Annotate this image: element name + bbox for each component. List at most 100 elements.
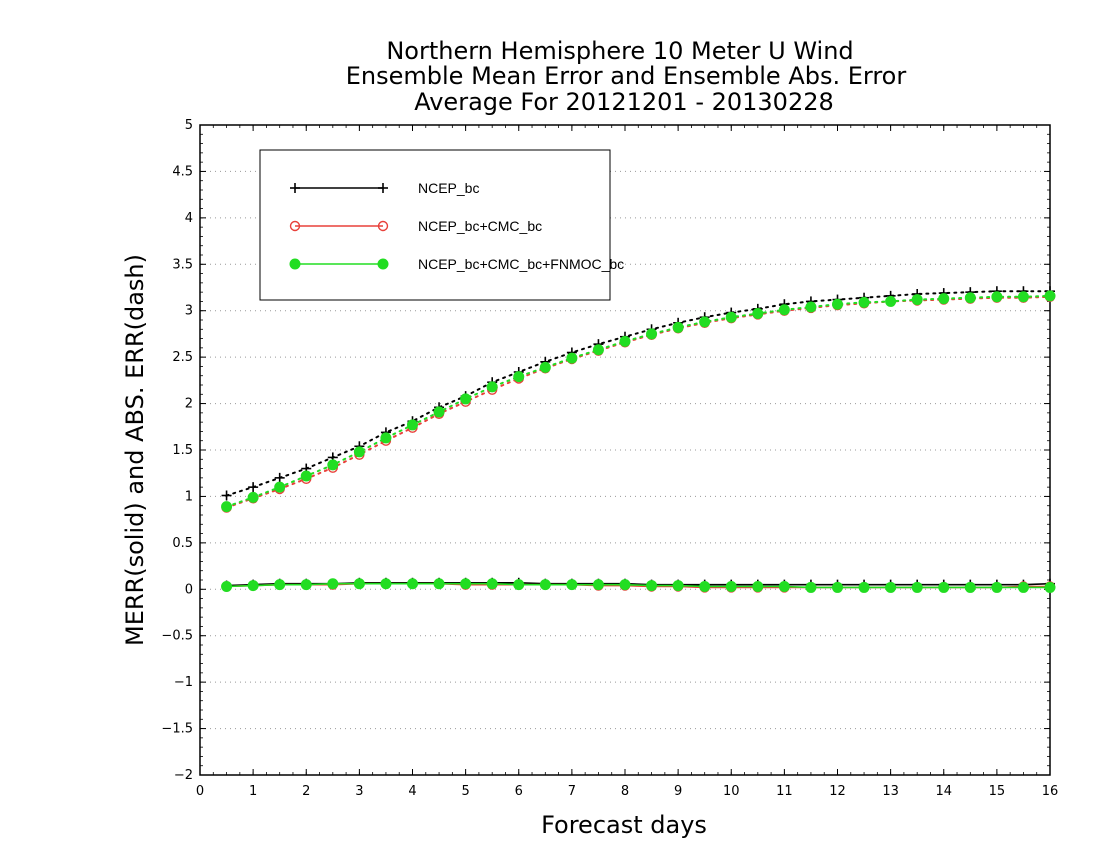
abs-err-point	[380, 432, 392, 444]
y-tick-label: 1	[185, 489, 193, 504]
merr-point	[938, 581, 950, 593]
abs-err-point	[752, 308, 764, 319]
abs-err-line	[225, 294, 1051, 508]
abs-err-point	[964, 292, 976, 304]
legend-marker	[289, 220, 301, 232]
abs-err-point	[885, 295, 897, 307]
y-tick-label: 3.5	[172, 257, 193, 272]
abs-err-point	[460, 393, 472, 405]
legend-label: NCEP_bc+CMC_bc+FNMOC_bc	[418, 256, 624, 272]
abs-err-point	[221, 501, 233, 513]
x-tick-label: 6	[515, 784, 523, 799]
x-tick-label: 2	[302, 784, 310, 799]
axis-ticks: −2−1.5−1−0.500.511.522.533.544.550 1 2 3 4 5 6…	[161, 118, 1058, 799]
merr-point	[911, 581, 923, 593]
merr-point	[858, 581, 870, 593]
merr-point	[407, 578, 418, 590]
merr-point	[619, 579, 631, 591]
abs-err-line	[225, 290, 1051, 497]
abs-err-line	[225, 295, 1051, 509]
x-tick-label: 8	[621, 784, 629, 799]
merr-point	[247, 580, 259, 592]
series-1	[221, 291, 1056, 593]
legend-label: NCEP_bc+CMC_bc	[418, 218, 542, 234]
y-tick-label: 3	[185, 304, 193, 319]
abs-err-point	[619, 335, 631, 347]
x-tick-label: 0	[196, 784, 204, 799]
abs-err-point	[991, 291, 1003, 303]
merr-point	[380, 578, 392, 590]
legend-item-0: NCEP_bc	[290, 180, 479, 196]
abs-err-point	[221, 490, 232, 501]
abs-err-point	[247, 491, 259, 503]
x-tick-label: 4	[408, 784, 416, 799]
chart-title: Northern Hemisphere 10 Meter U Wind Ense…	[346, 37, 907, 116]
merr-point	[300, 579, 312, 591]
legend-marker	[377, 258, 389, 270]
y-tick-label: 4.5	[172, 164, 193, 179]
abs-err-point	[407, 419, 418, 431]
x-tick-label: 12	[829, 784, 846, 799]
legend-label: NCEP_bc	[418, 180, 479, 196]
legend-item-2: NCEP_bc+CMC_bc+FNMOC_bc	[289, 256, 624, 272]
series-0	[221, 286, 1055, 591]
abs-err-point	[911, 294, 923, 306]
merr-point	[964, 581, 976, 593]
merr-point	[327, 578, 339, 590]
x-tick-label: 9	[674, 784, 682, 799]
y-tick-label: 0	[185, 582, 193, 597]
y-tick-label: −0.5	[161, 629, 193, 644]
x-tick-label: 14	[935, 784, 952, 799]
x-axis-title: Forecast days	[541, 811, 707, 839]
x-tick-label: 11	[776, 784, 793, 799]
abs-err-point	[832, 298, 843, 310]
abs-err-point	[486, 381, 498, 393]
x-tick-label: 7	[568, 784, 576, 799]
x-tick-label: 3	[355, 784, 363, 799]
x-tick-label: 15	[989, 784, 1006, 799]
abs-err-point	[699, 316, 711, 328]
series-2	[221, 290, 1056, 593]
merr-point	[646, 580, 658, 592]
series-layer	[221, 286, 1056, 593]
x-tick-label: 16	[1042, 784, 1059, 799]
legend-marker	[289, 258, 301, 270]
merr-point	[1017, 581, 1029, 593]
x-tick-label: 13	[882, 784, 899, 799]
merr-point	[885, 581, 897, 593]
abs-err-point	[1017, 291, 1029, 303]
merr-point	[353, 578, 365, 590]
merr-point	[672, 580, 684, 592]
merr-point	[539, 579, 551, 591]
y-tick-label: −1.5	[161, 722, 193, 737]
abs-err-point	[274, 481, 286, 493]
merr-point	[805, 581, 817, 593]
merr-point	[699, 581, 711, 592]
legend-item-1: NCEP_bc+CMC_bc	[289, 218, 542, 234]
abs-err-point	[274, 472, 285, 483]
abs-err-point	[433, 406, 445, 418]
merr-point	[486, 578, 498, 590]
abs-err-point	[1044, 290, 1056, 302]
title-line-1: Northern Hemisphere 10 Meter U Wind	[386, 37, 853, 65]
abs-err-point	[805, 301, 817, 313]
merr-point	[513, 579, 525, 591]
abs-err-point	[248, 482, 259, 493]
abs-err-point	[353, 446, 365, 458]
abs-err-point	[300, 470, 312, 482]
merr-point	[832, 581, 843, 593]
abs-err-point	[778, 304, 790, 316]
y-tick-label: 2.5	[172, 350, 193, 365]
x-tick-label: 5	[461, 784, 469, 799]
merr-point	[592, 579, 604, 591]
x-tick-label: 1	[249, 784, 257, 799]
y-tick-label: −1	[174, 675, 193, 690]
merr-point	[433, 578, 445, 590]
legend-marker	[290, 183, 300, 193]
y-tick-label: 1.5	[172, 443, 193, 458]
merr-point	[778, 581, 790, 592]
y-tick-label: 5	[185, 118, 193, 133]
abs-err-point	[672, 321, 684, 333]
y-axis-title: MERR(solid) and ABS. ERR(dash)	[121, 254, 149, 646]
